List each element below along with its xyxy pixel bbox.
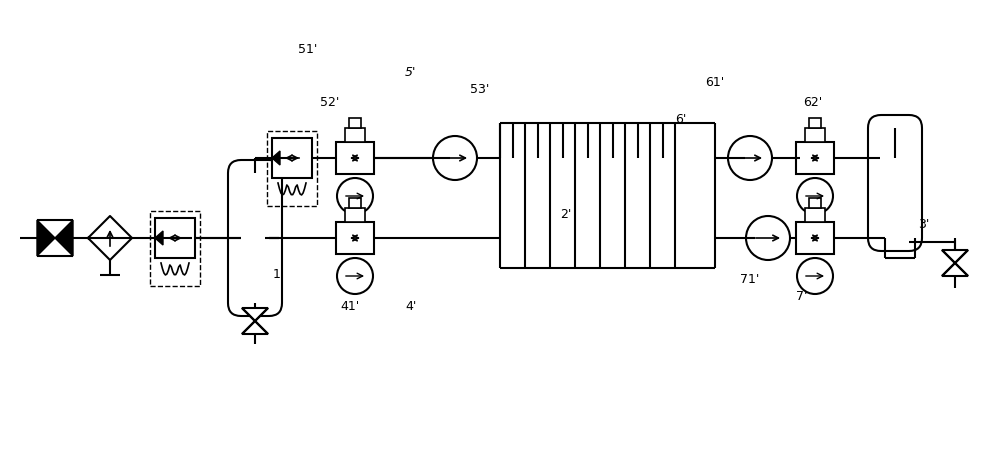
Text: 71': 71' bbox=[740, 273, 759, 286]
Polygon shape bbox=[55, 220, 73, 256]
Polygon shape bbox=[155, 231, 163, 245]
Text: 7': 7' bbox=[796, 290, 808, 303]
Bar bbox=[349, 198, 361, 208]
Text: 62': 62' bbox=[803, 96, 822, 109]
Text: 52': 52' bbox=[320, 96, 339, 109]
Text: 4': 4' bbox=[405, 300, 416, 313]
Polygon shape bbox=[942, 250, 968, 263]
Text: 51': 51' bbox=[298, 43, 317, 56]
Text: 61': 61' bbox=[705, 76, 724, 89]
Polygon shape bbox=[942, 263, 968, 276]
Bar bbox=[805, 208, 825, 222]
Text: 41': 41' bbox=[340, 300, 359, 313]
Bar bbox=[345, 208, 365, 222]
Circle shape bbox=[337, 178, 373, 214]
Bar bbox=[155, 218, 195, 258]
Bar bbox=[345, 128, 365, 142]
Text: 1': 1' bbox=[273, 268, 284, 281]
Circle shape bbox=[337, 258, 373, 294]
Bar bbox=[809, 198, 821, 208]
Bar bbox=[805, 128, 825, 142]
Text: 53': 53' bbox=[470, 83, 489, 96]
Bar bbox=[267, 131, 317, 206]
FancyBboxPatch shape bbox=[868, 115, 922, 251]
Text: 5': 5' bbox=[405, 66, 416, 79]
Bar bbox=[349, 118, 361, 128]
Bar bbox=[809, 118, 821, 128]
Polygon shape bbox=[242, 321, 268, 334]
Circle shape bbox=[797, 258, 833, 294]
Bar bbox=[272, 138, 312, 178]
Text: 3': 3' bbox=[918, 218, 929, 231]
Polygon shape bbox=[37, 220, 55, 256]
Bar bbox=[796, 142, 834, 174]
Polygon shape bbox=[272, 151, 280, 165]
Bar bbox=[336, 222, 374, 254]
Circle shape bbox=[433, 136, 477, 180]
FancyBboxPatch shape bbox=[228, 160, 282, 316]
Circle shape bbox=[797, 178, 833, 214]
Text: 2': 2' bbox=[560, 208, 571, 221]
Polygon shape bbox=[242, 308, 268, 321]
Bar bbox=[336, 142, 374, 174]
Bar bbox=[796, 222, 834, 254]
Text: 6': 6' bbox=[675, 113, 686, 126]
Circle shape bbox=[728, 136, 772, 180]
Bar bbox=[150, 211, 200, 286]
Circle shape bbox=[746, 216, 790, 260]
